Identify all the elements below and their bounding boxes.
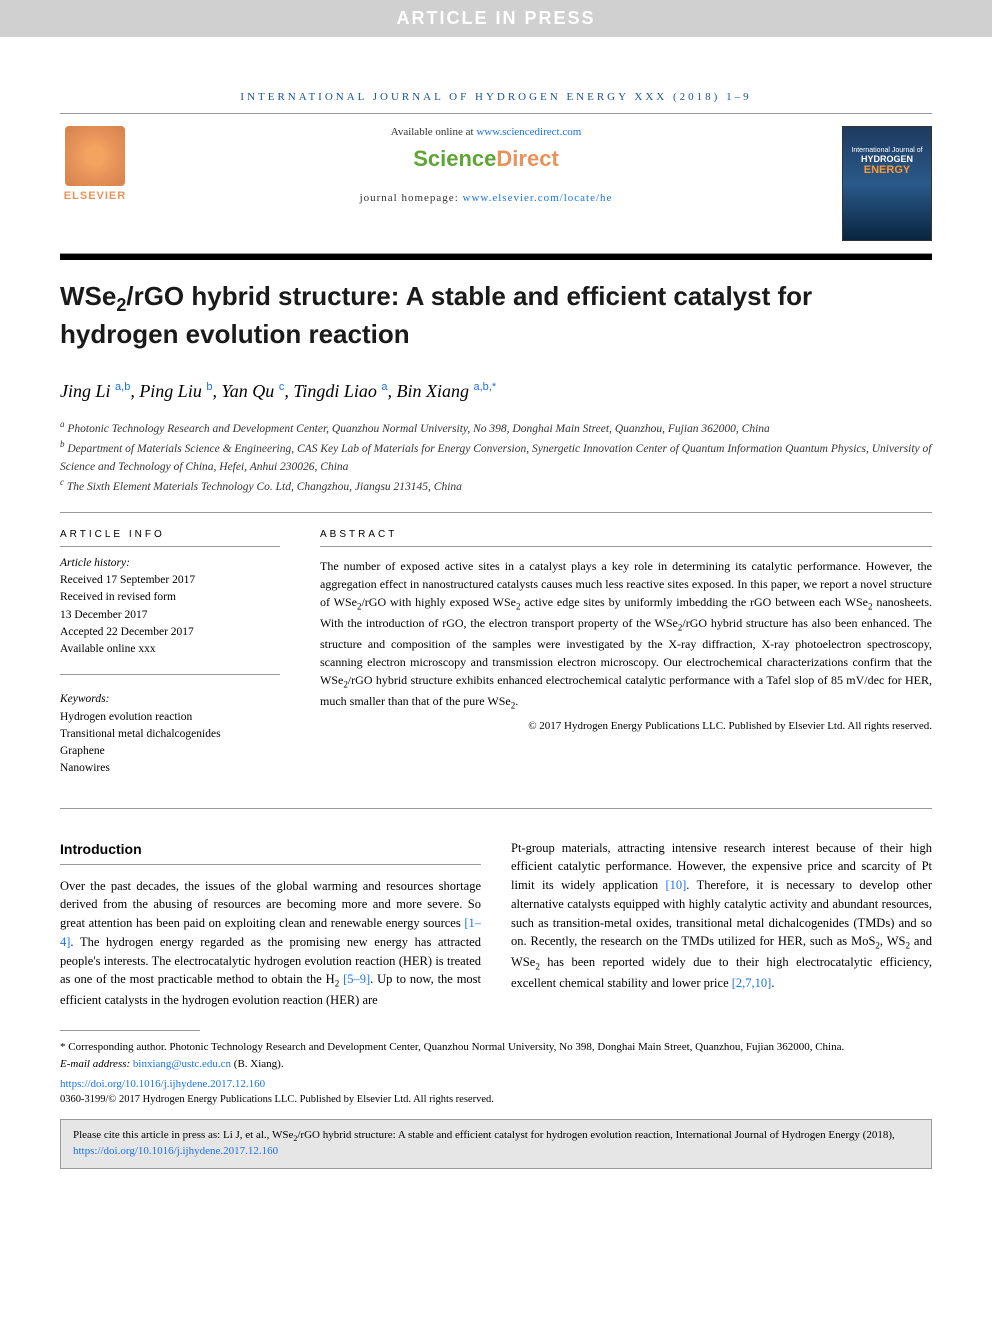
divider <box>60 808 932 809</box>
email-suffix: (B. Xiang). <box>231 1058 284 1070</box>
keywords-label: Keywords: <box>60 691 280 708</box>
article-info-column: ARTICLE INFO Article history: Received 1… <box>60 529 280 792</box>
divider <box>60 674 280 675</box>
article-info-heading: ARTICLE INFO <box>60 529 280 547</box>
keyword: Hydrogen evolution reaction <box>60 709 280 726</box>
affiliation-b: b Department of Materials Science & Engi… <box>60 438 932 475</box>
abstract-column: ABSTRACT The number of exposed active si… <box>320 529 932 792</box>
homepage-label: journal homepage: <box>360 192 463 204</box>
doi-link[interactable]: https://doi.org/10.1016/j.ijhydene.2017.… <box>60 1078 265 1090</box>
authors-line: Jing Li a,b, Ping Liu b, Yan Qu c, Tingd… <box>60 381 932 402</box>
page-content: INTERNATIONAL JOURNAL OF HYDROGEN ENERGY… <box>0 37 992 1209</box>
elsevier-tree-icon <box>65 126 125 186</box>
introduction-heading: Introduction <box>60 839 481 865</box>
abstract-copyright: © 2017 Hydrogen Energy Publications LLC.… <box>320 720 932 732</box>
keywords-section: Keywords: Hydrogen evolution reaction Tr… <box>60 691 280 777</box>
email-line: E-mail address: binxiang@ustc.edu.cn (B.… <box>60 1056 932 1073</box>
affiliation-c: c The Sixth Element Materials Technology… <box>60 476 932 496</box>
keyword: Graphene <box>60 743 280 760</box>
revised-label: Received in revised form <box>60 589 280 606</box>
cover-hydrogen: HYDROGEN <box>843 154 931 164</box>
journal-header: INTERNATIONAL JOURNAL OF HYDROGEN ENERGY… <box>60 77 932 114</box>
footnote-separator <box>60 1030 200 1031</box>
available-label: Available online at <box>391 126 477 138</box>
sd-direct: Direct <box>496 146 558 171</box>
elsevier-logo: ELSEVIER <box>60 126 130 202</box>
affiliation-a: a Photonic Technology Research and Devel… <box>60 418 932 438</box>
homepage-link[interactable]: www.elsevier.com/locate/he <box>463 192 613 204</box>
keyword: Transitional metal dichalcogenides <box>60 726 280 743</box>
affiliations: a Photonic Technology Research and Devel… <box>60 418 932 495</box>
cover-journal-label: International Journal of <box>843 147 931 154</box>
sciencedirect-logo: ScienceDirect <box>150 146 822 172</box>
sd-science: Science <box>413 146 496 171</box>
revised-date: 13 December 2017 <box>60 607 280 624</box>
cover-energy: ENERGY <box>843 164 931 176</box>
citation-box: Please cite this article in press as: Li… <box>60 1119 932 1169</box>
body-column-right: Pt-group materials, attracting intensive… <box>511 839 932 1011</box>
article-history-section: Article history: Received 17 September 2… <box>60 555 280 659</box>
black-divider-bar <box>60 254 932 260</box>
cover-title: International Journal of HYDROGEN ENERGY <box>843 147 931 176</box>
sciencedirect-link[interactable]: www.sciencedirect.com <box>476 126 581 138</box>
header-center: Available online at www.sciencedirect.co… <box>130 126 842 204</box>
email-link[interactable]: binxiang@ustc.edu.cn <box>133 1058 231 1070</box>
journal-cover-thumbnail: International Journal of HYDROGEN ENERGY <box>842 126 932 241</box>
body-columns: Introduction Over the past decades, the … <box>60 839 932 1011</box>
intro-paragraph-1: Over the past decades, the issues of the… <box>60 877 481 1011</box>
header-row: ELSEVIER Available online at www.science… <box>60 114 932 254</box>
abstract-heading: ABSTRACT <box>320 529 932 547</box>
divider <box>60 512 932 513</box>
elsevier-text: ELSEVIER <box>60 190 130 202</box>
journal-homepage-line: journal homepage: www.elsevier.com/locat… <box>150 192 822 204</box>
body-column-left: Introduction Over the past decades, the … <box>60 839 481 1011</box>
footnotes: * Corresponding author. Photonic Technol… <box>60 1039 932 1072</box>
keyword: Nanowires <box>60 760 280 777</box>
intro-paragraph-2: Pt-group materials, attracting intensive… <box>511 839 932 994</box>
corresponding-author-footnote: * Corresponding author. Photonic Technol… <box>60 1039 932 1056</box>
accepted-date: Accepted 22 December 2017 <box>60 624 280 641</box>
online-date: Available online xxx <box>60 641 280 658</box>
email-label: E-mail address: <box>60 1058 133 1070</box>
bottom-copyright: 0360-3199/© 2017 Hydrogen Energy Publica… <box>60 1094 932 1105</box>
available-online-text: Available online at www.sciencedirect.co… <box>150 126 822 138</box>
doi-line: https://doi.org/10.1016/j.ijhydene.2017.… <box>60 1078 932 1090</box>
article-in-press-banner: ARTICLE IN PRESS <box>0 0 992 37</box>
abstract-text: The number of exposed active sites in a … <box>320 557 932 713</box>
history-label: Article history: <box>60 555 280 572</box>
received-date: Received 17 September 2017 <box>60 572 280 589</box>
info-abstract-row: ARTICLE INFO Article history: Received 1… <box>60 529 932 792</box>
article-title: WSe2/rGO hybrid structure: A stable and … <box>60 280 932 351</box>
